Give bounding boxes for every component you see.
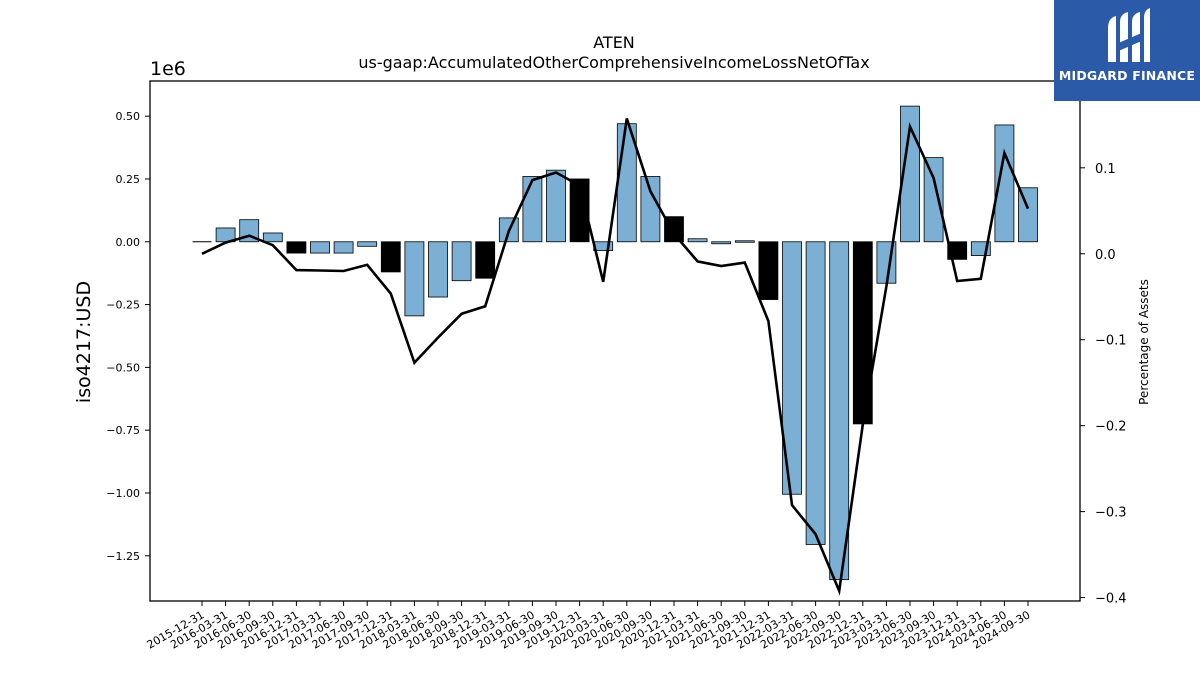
bar-2017-03-31 xyxy=(310,241,330,254)
bar-2018-06-30 xyxy=(428,241,448,298)
y2-tick-label: −0.3 xyxy=(1095,506,1127,521)
bar-2020-09-30 xyxy=(640,176,661,243)
bar-2018-09-30 xyxy=(451,241,472,282)
bar-2019-09-30 xyxy=(546,169,566,243)
midgard-m-icon xyxy=(1108,8,1150,62)
bar-2019-06-30 xyxy=(522,176,543,243)
brand-name: MIDGARD FINANCE xyxy=(1058,68,1196,83)
y-tick-label: −1.00 xyxy=(106,487,140,500)
bar-2021-09-30 xyxy=(734,240,755,243)
bar-2018-12-31 xyxy=(475,241,496,279)
bar-2022-06-30 xyxy=(805,241,826,545)
y-tick-label: 0.00 xyxy=(116,236,141,249)
bar-2022-03-31 xyxy=(782,241,802,495)
bar-series xyxy=(192,105,1038,581)
y2-tick-label: −0.1 xyxy=(1095,334,1127,349)
bar-2021-12-31 xyxy=(758,241,779,300)
y2-tick-label: 0.0 xyxy=(1095,248,1116,263)
y2-tick-label: 0.1 xyxy=(1095,162,1116,177)
brand-logo: MIDGARD FINANCE xyxy=(1054,0,1200,101)
plot-frame xyxy=(149,80,1081,602)
y-tick-label: 0.50 xyxy=(116,110,141,123)
y-tick-label: −0.75 xyxy=(106,424,140,437)
bar-2021-06-30 xyxy=(711,241,732,245)
bar-2018-03-31 xyxy=(404,241,425,317)
bar-2024-06-30 xyxy=(994,124,1015,243)
bar-2022-09-30 xyxy=(829,241,850,581)
chart-title: ATEN xyxy=(593,33,635,52)
bar-2016-12-31 xyxy=(286,241,307,254)
y-axis-right: 0.1 0.0 −0.1 −0.2 −0.3 −0.4 xyxy=(1080,162,1127,607)
y-axis-left: 0.50 0.25 0.00 −0.25 −0.50 −0.75 −1.00 −1.25 xyxy=(106,110,150,563)
bar-2021-03-31 xyxy=(687,238,708,243)
bar-2017-09-30 xyxy=(357,241,378,247)
y-tick-label: 0.25 xyxy=(116,173,141,186)
bar-2019-12-31 xyxy=(569,178,590,243)
y2-tick-label: −0.4 xyxy=(1095,592,1127,607)
bar-2023-09-30 xyxy=(923,157,944,243)
bar-2022-12-31 xyxy=(852,241,873,425)
y2-axis-label: Percentage of Assets xyxy=(1137,279,1151,405)
y-offset-label: 1e6 xyxy=(150,58,186,80)
x-axis: 2015-12-312016-03-312016-06-302016-09-30… xyxy=(145,601,1033,652)
y-tick-label: −0.50 xyxy=(106,361,140,374)
y-axis-label: iso4217:USD xyxy=(73,281,95,403)
bar-2017-12-31 xyxy=(380,241,401,273)
percentage-of-assets-line xyxy=(201,118,1030,596)
bar-2024-09-30 xyxy=(1018,187,1038,243)
y2-tick-label: −0.2 xyxy=(1095,420,1127,435)
bar-2017-06-30 xyxy=(333,241,354,254)
chart-subtitle: us-gaap:AccumulatedOtherComprehensiveInc… xyxy=(358,53,869,72)
bar-2016-09-30 xyxy=(262,232,283,243)
y-tick-label: −1.25 xyxy=(106,550,140,563)
y-tick-label: −0.25 xyxy=(106,299,140,312)
